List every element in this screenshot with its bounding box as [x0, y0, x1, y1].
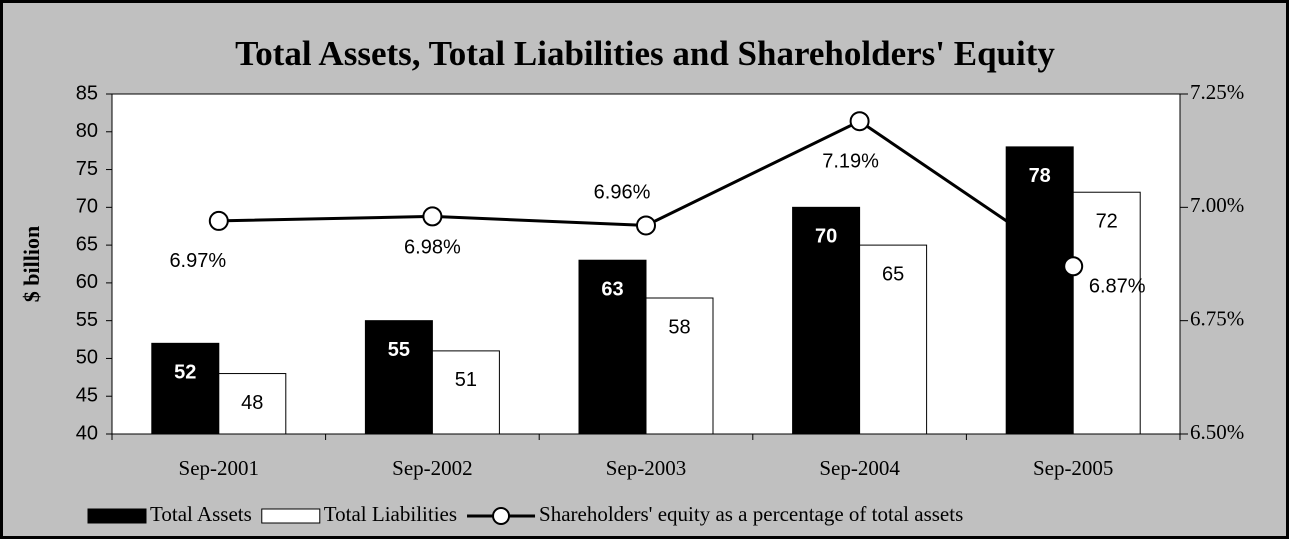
line-marker — [1063, 256, 1084, 277]
bar — [1005, 146, 1074, 435]
chart-title: Total Assets, Total Liabilities and Shar… — [235, 34, 1055, 73]
bar-value-label: 70 — [815, 226, 837, 248]
bar-value-label: 51 — [455, 369, 477, 391]
y-tick-label: 80 — [76, 120, 98, 142]
line-marker — [208, 210, 229, 231]
legend-swatch — [87, 508, 147, 524]
bar-value-label: 78 — [1029, 165, 1051, 187]
y-tick-label: 75 — [76, 158, 98, 180]
y-tick-label: 70 — [76, 196, 98, 218]
y-tick-label: 50 — [76, 347, 98, 369]
bar — [645, 297, 714, 435]
x-tick-label: Sep-2002 — [392, 456, 473, 480]
y-tick-label: 85 — [76, 82, 98, 104]
x-tick-label: Sep-2003 — [606, 456, 687, 480]
y2-tick-label: 7.25% — [1190, 80, 1244, 104]
line-value-label: 6.96% — [594, 182, 651, 204]
line-marker — [849, 111, 870, 132]
bar — [578, 259, 647, 435]
y2-tick-label: 6.75% — [1190, 306, 1244, 330]
bar-value-label: 58 — [668, 316, 690, 338]
legend-label: Total Assets — [150, 502, 252, 526]
bar — [859, 244, 928, 435]
y-tick-label: 60 — [76, 271, 98, 293]
legend-swatch — [261, 508, 321, 524]
legend-label: Total Liabilities — [324, 502, 457, 526]
y-tick-label: 40 — [76, 422, 98, 444]
bar — [1072, 191, 1141, 435]
bar-value-label: 55 — [388, 339, 410, 361]
line-marker — [636, 215, 656, 236]
line-value-label: 6.97% — [169, 250, 226, 272]
legend-marker — [492, 507, 511, 525]
y-tick-label: 55 — [76, 309, 98, 331]
line-value-label: 6.98% — [404, 237, 461, 259]
x-tick-label: Sep-2004 — [819, 456, 900, 480]
line-value-label: 7.19% — [822, 150, 879, 172]
bar — [151, 342, 220, 435]
y-axis-label: $ billion — [19, 226, 44, 302]
legend-label: Shareholders' equity as a percentage of … — [539, 502, 963, 526]
x-tick-label: Sep-2005 — [1033, 456, 1114, 480]
bar-value-label: 72 — [1096, 211, 1118, 233]
line-value-label: 6.87% — [1089, 276, 1146, 298]
bar — [431, 350, 500, 435]
bar-value-label: 65 — [882, 263, 904, 285]
y2-tick-label: 7.00% — [1190, 193, 1244, 217]
y2-tick-label: 6.50% — [1190, 420, 1244, 444]
y-tick-label: 65 — [76, 233, 98, 255]
bar-value-label: 63 — [601, 279, 623, 301]
y-tick-label: 45 — [76, 385, 98, 407]
line-marker — [422, 206, 443, 227]
bar — [364, 320, 433, 435]
bar — [218, 373, 287, 435]
bar-value-label: 52 — [174, 362, 196, 384]
x-tick-label: Sep-2001 — [179, 456, 260, 480]
bar-value-label: 48 — [241, 392, 263, 414]
